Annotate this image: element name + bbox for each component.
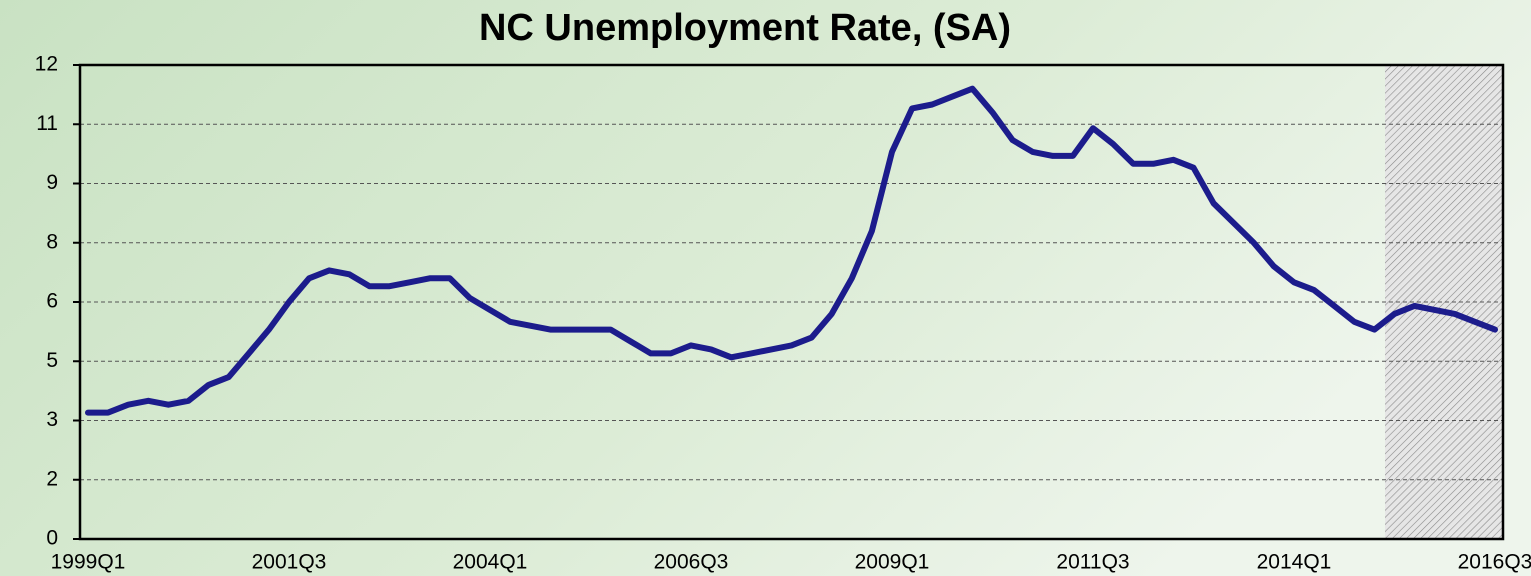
y-tick-label: 9 [46,171,58,194]
y-tick-label: 0 [46,527,58,550]
x-tick-label: 1999Q1 [51,551,126,574]
chart-title: NC Unemployment Rate, (SA) [479,7,1011,49]
y-tick-label: 2 [46,467,58,490]
plot-border [78,63,1505,541]
y-tick-label: 8 [46,230,58,253]
y-tick-label: 3 [46,408,58,431]
x-tick-label: 2016Q3 [1458,551,1531,574]
y-tick-label: 12 [35,53,58,76]
forecast-shade [1385,65,1503,539]
x-tick-label: 2004Q1 [453,551,528,574]
line-series [85,85,1498,416]
y-tick-label: 6 [46,290,58,313]
x-tick-label: 2006Q3 [654,551,729,574]
x-tick-label: 2014Q1 [1257,551,1332,574]
x-tick-label: 2001Q3 [252,551,327,574]
x-tick-label: 2011Q3 [1056,551,1129,574]
y-tick-label: 11 [36,112,58,135]
x-tick-label: 2009Q1 [855,551,930,574]
y-tick-label: 5 [46,349,58,372]
